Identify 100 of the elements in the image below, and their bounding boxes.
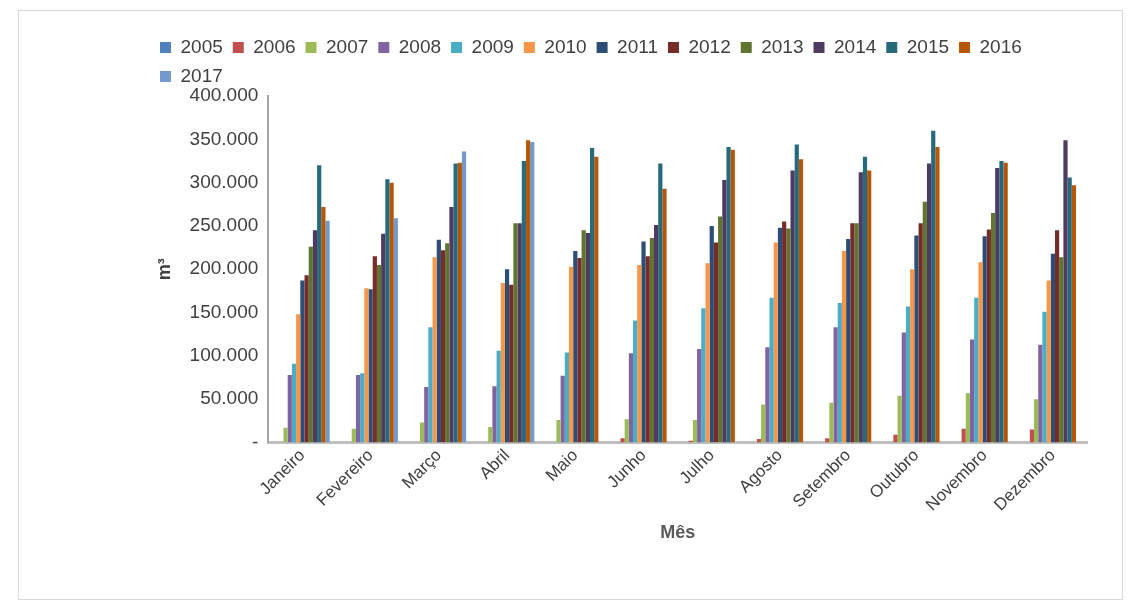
- bar: [560, 375, 565, 443]
- bar: [790, 170, 795, 443]
- legend-label: 2017: [180, 64, 223, 86]
- bar: [905, 306, 911, 443]
- bar: [649, 238, 655, 443]
- bar: [850, 223, 855, 443]
- bar: [287, 374, 292, 443]
- bar: [999, 160, 1004, 443]
- bar: [585, 232, 590, 443]
- bar: [645, 256, 650, 443]
- bar: [701, 308, 706, 443]
- bar: [782, 221, 787, 443]
- legend-label: 2008: [398, 35, 442, 57]
- bar: [910, 269, 915, 443]
- bar: [1071, 185, 1076, 443]
- bar: [722, 180, 727, 443]
- y-tick-label: 50.000: [200, 387, 259, 409]
- bar: [300, 280, 305, 443]
- bar: [969, 339, 975, 443]
- y-tick-label: 400.000: [189, 84, 259, 106]
- bar: [931, 130, 936, 443]
- bar: [854, 223, 859, 443]
- bar: [389, 182, 394, 443]
- bar: [858, 172, 863, 443]
- y-tick-label: 350.000: [189, 127, 259, 149]
- bar: [1003, 162, 1008, 443]
- bar: [914, 235, 919, 443]
- bar: [496, 350, 501, 443]
- bar: [440, 250, 446, 443]
- bar: [628, 353, 634, 443]
- bar: [982, 236, 987, 443]
- bar: [624, 419, 629, 443]
- bar: [633, 320, 638, 443]
- y-tick-label: 100.000: [189, 344, 259, 366]
- y-tick-label: 200.000: [189, 257, 259, 279]
- bar: [1063, 140, 1068, 443]
- bar: [897, 395, 902, 443]
- bar: [986, 229, 991, 443]
- bar: [837, 303, 842, 443]
- bar: [360, 373, 365, 443]
- bar: [777, 227, 783, 443]
- bar: [761, 404, 766, 443]
- bar: [428, 327, 433, 443]
- bar: [500, 283, 505, 443]
- bar: [726, 147, 731, 443]
- bar: [965, 393, 970, 443]
- bar: [317, 165, 322, 443]
- legend-label: 2007: [326, 35, 369, 57]
- bar: [1038, 344, 1043, 443]
- legend-label: 2006: [253, 35, 296, 57]
- bar: [765, 347, 770, 443]
- bar: [355, 374, 361, 443]
- bar: [424, 387, 429, 443]
- bar: [556, 420, 561, 443]
- bar: [564, 352, 569, 443]
- bar: [372, 256, 377, 443]
- bar: [893, 434, 898, 443]
- bar: [1059, 257, 1064, 443]
- bar: [573, 251, 578, 443]
- bar: [709, 225, 714, 443]
- bar: [304, 275, 309, 443]
- bar: [577, 258, 582, 443]
- bar: [697, 348, 702, 443]
- bar: [581, 230, 586, 443]
- bar: [1042, 311, 1047, 443]
- y-tick-label: 250.000: [189, 214, 259, 236]
- bar: [517, 223, 522, 443]
- bar: [436, 239, 441, 443]
- bar: [530, 141, 535, 443]
- bar: [457, 162, 462, 443]
- bar: [283, 427, 288, 443]
- bar: [829, 402, 834, 443]
- bar: [504, 269, 510, 443]
- bar: [978, 262, 983, 443]
- bar: [364, 288, 369, 443]
- bar: [901, 332, 906, 443]
- bar: [705, 263, 710, 443]
- bar: [461, 151, 467, 443]
- y-axis-title: m³: [153, 258, 174, 281]
- bar: [488, 426, 493, 443]
- legend-label: 2012: [688, 35, 731, 57]
- bar: [513, 223, 518, 443]
- bar: [525, 140, 531, 443]
- bar: [637, 264, 642, 443]
- bar: [841, 251, 847, 443]
- bar: [846, 238, 851, 443]
- y-tick-label: -: [251, 430, 259, 452]
- bar: [453, 163, 458, 443]
- bar: [393, 218, 398, 443]
- bar: [1050, 253, 1055, 443]
- bar: [926, 163, 932, 443]
- bar: [308, 246, 313, 443]
- bar: [974, 297, 979, 443]
- bar: [662, 188, 667, 443]
- bar: [368, 289, 373, 443]
- bar: [445, 243, 450, 443]
- bar: [918, 223, 923, 443]
- bar: [419, 422, 425, 443]
- bar: [376, 264, 382, 443]
- legend-label: 2009: [471, 35, 514, 57]
